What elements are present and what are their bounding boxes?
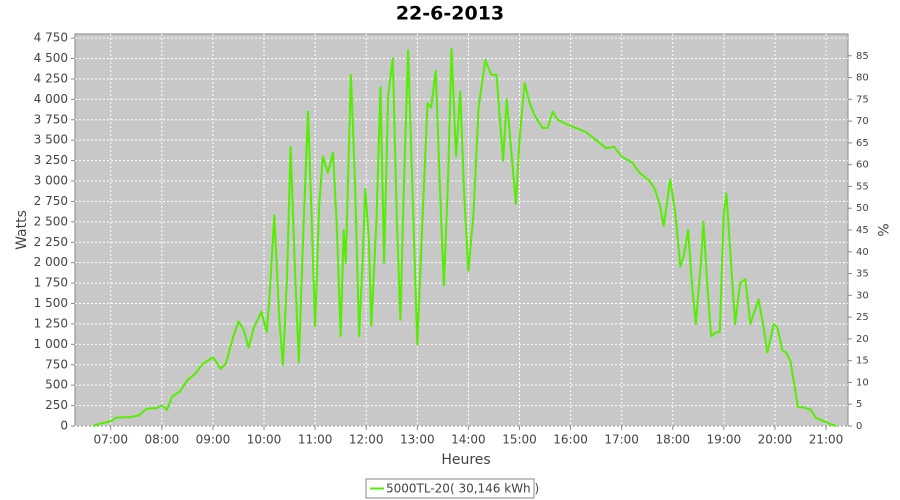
x-tick-label: 15:00 [502, 433, 537, 447]
y2-tick-label: 10 [856, 377, 869, 388]
chart-title: 22-6-2013 [396, 3, 504, 25]
y-tick-label: 750 [45, 357, 68, 371]
y-tick-label: 4 000 [34, 92, 68, 106]
y-tick-label: 3 500 [34, 133, 68, 147]
y2-tick-label: 45 [856, 225, 869, 236]
y-tick-label: 4 750 [34, 31, 68, 45]
y-tick-label: 2 500 [34, 214, 68, 228]
x-tick-label: 14:00 [451, 433, 486, 447]
y-tick-label: 250 [45, 398, 68, 412]
y-tick-label: 3 750 [34, 112, 68, 126]
y-tick-label: 1 250 [34, 316, 68, 330]
x-tick-label: 08:00 [145, 433, 180, 447]
y-tick-label: 2 000 [34, 255, 68, 269]
y2-tick-label: 55 [856, 181, 869, 192]
y-tick-label: 4 500 [34, 51, 68, 65]
x-tick-label: 13:00 [400, 433, 435, 447]
y-tick-label: 1 750 [34, 276, 68, 290]
x-tick-label: 11:00 [298, 433, 333, 447]
x-tick-label: 16:00 [553, 433, 588, 447]
y-tick-label: 500 [45, 378, 68, 392]
y-tick-label: 0 [60, 419, 68, 433]
legend [365, 478, 535, 499]
y2-tick-label: 35 [856, 269, 869, 280]
x-axis-label: Heures [441, 452, 490, 468]
y2-tick-label: 75 [856, 94, 869, 105]
y-axis-label: Watts [14, 210, 30, 250]
y2-tick-label: 60 [856, 160, 869, 171]
y2-tick-label: 85 [856, 51, 869, 62]
legend-label: 5000TL-20( 30,146 kWh ) [386, 482, 539, 496]
data-line [92, 47, 837, 427]
y-tick-label: 1 000 [34, 337, 68, 351]
y2-tick-label: 20 [856, 334, 869, 345]
y2-tick-label: 50 [856, 203, 869, 214]
y2-tick-label: 30 [856, 290, 869, 301]
y2-tick-label: 40 [856, 247, 869, 258]
y2-tick-label: 15 [856, 356, 869, 367]
y2-axis-label: % [874, 223, 890, 236]
x-tick-label: 10:00 [247, 433, 282, 447]
x-tick-label: 20:00 [758, 433, 793, 447]
x-tick-label: 19:00 [707, 433, 742, 447]
x-tick-label: 07:00 [93, 433, 128, 447]
y2-tick-label: 5 [856, 399, 862, 410]
x-tick-label: 21:00 [809, 433, 844, 447]
y-tick-label: 4 250 [34, 71, 68, 85]
y-tick-label: 2 750 [34, 194, 68, 208]
y2-tick-label: 70 [856, 116, 869, 127]
x-tick-label: 17:00 [604, 433, 639, 447]
y2-tick-label: 80 [856, 73, 869, 84]
y-tick-label: 3 250 [34, 153, 68, 167]
y-tick-label: 3 000 [34, 174, 68, 188]
x-tick-label: 18:00 [655, 433, 690, 447]
y2-tick-label: 25 [856, 312, 869, 323]
x-tick-label: 12:00 [349, 433, 384, 447]
y2-tick-label: 0 [856, 421, 862, 432]
y2-tick-label: 65 [856, 138, 869, 149]
y-tick-label: 1 500 [34, 296, 68, 310]
plot-area [74, 33, 849, 427]
x-tick-label: 09:00 [196, 433, 231, 447]
y-tick-label: 2 250 [34, 235, 68, 249]
